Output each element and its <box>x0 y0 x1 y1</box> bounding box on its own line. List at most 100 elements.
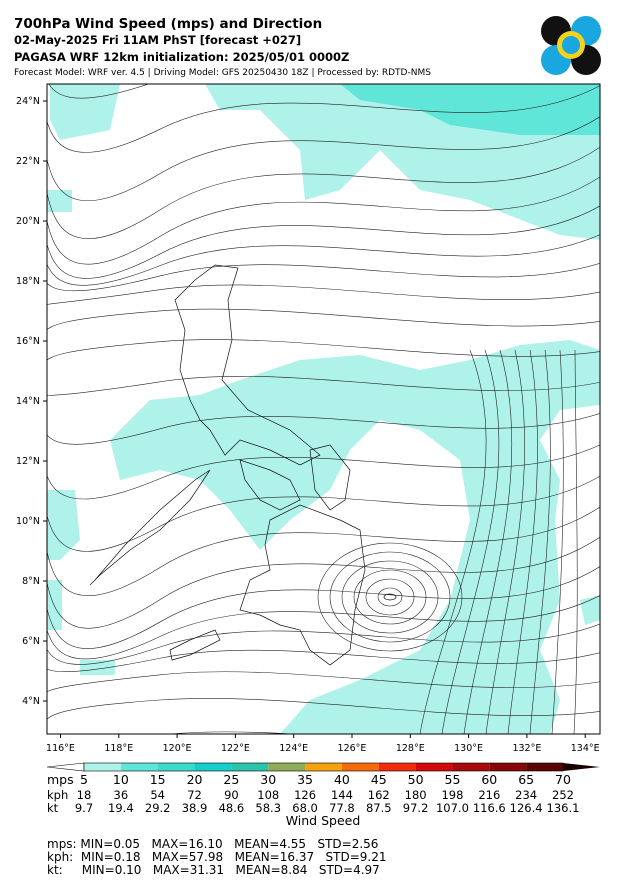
colorbar-segment <box>526 763 563 771</box>
streamline <box>377 587 403 607</box>
lon-label: 130°E <box>454 743 483 754</box>
streamline <box>47 649 600 672</box>
streamline <box>47 536 600 629</box>
streamline <box>47 375 600 396</box>
colorbar-label: 19.4 <box>108 801 134 815</box>
lat-label: 10°N <box>16 516 40 527</box>
streamline <box>47 176 600 265</box>
colorbar-row-name: kt <box>47 801 59 815</box>
colorbar-over <box>563 763 600 771</box>
colorbar-segment <box>452 763 490 771</box>
colorbar-segment <box>231 763 269 771</box>
colorbar: mps 5 10 15 20 25 30 35 40 45 50 55 60 65 70 kph 18 36 54 7… <box>46 762 600 815</box>
colorbar-label: 48.6 <box>219 801 245 815</box>
colorbar-label: 58.3 <box>255 801 281 815</box>
colorbar-label: 30 <box>260 772 276 787</box>
streamlines <box>47 84 600 734</box>
streamline <box>317 542 463 652</box>
colorbar-label: 38.9 <box>182 801 208 815</box>
streamline <box>507 349 538 734</box>
streamline <box>47 116 600 201</box>
colorbar-label: 25 <box>223 772 239 787</box>
lon-label: 116°E <box>46 743 75 754</box>
streamline <box>419 349 487 734</box>
statistics: mps: MIN=0.05 MAX=16.10 MEAN=4.55 STD=2.… <box>47 837 387 877</box>
wind-shading-strong <box>340 84 600 135</box>
colorbar-label: 55 <box>445 772 461 787</box>
colorbar-segment <box>489 763 527 771</box>
colorbar-label: 50 <box>408 772 424 787</box>
title: 700hPa Wind Speed (mps) and Direction <box>14 16 322 32</box>
lon-label: 134°E <box>571 743 600 754</box>
colorbar-label: 70 <box>555 772 571 787</box>
colorbar-label: 107.0 <box>436 801 469 815</box>
colorbar-segment <box>84 763 121 771</box>
coastline <box>89 264 397 666</box>
colorbar-label: 20 <box>187 772 203 787</box>
colorbar-segment <box>268 763 306 771</box>
axis-labels: 24°N 22°N 20°N 18°N 16°N 14°N 12°N 10°N 8°N 6°N 4°… <box>16 96 600 754</box>
streamline <box>47 85 600 153</box>
colorbar-label: 252 <box>552 788 574 802</box>
streamline <box>47 565 600 649</box>
colorbar-frame <box>83 762 564 772</box>
streamline <box>47 623 600 665</box>
colorbar-label: 97.2 <box>403 801 429 815</box>
colorbar-label: 40 <box>334 772 350 787</box>
subtitle: 02-May-2025 Fri 11AM PhST [forecast +027… <box>14 33 301 47</box>
subtitle: PAGASA WRF 12km initialization: 2025/05/… <box>14 50 349 64</box>
colorbar-label: 65 <box>518 772 534 787</box>
lat-label: 16°N <box>16 336 40 347</box>
colorbar-segment <box>341 763 379 771</box>
colorbar-label: 90 <box>224 788 239 802</box>
streamline <box>47 284 600 305</box>
lon-label: 124°E <box>279 743 308 754</box>
colorbar-title: Wind Speed <box>286 813 361 828</box>
colorbar-row-name: kph <box>47 788 68 802</box>
streamline <box>47 475 600 552</box>
streamline <box>47 594 600 660</box>
colorbar-label: 126 <box>294 788 316 802</box>
colorbar-label: 45 <box>371 772 387 787</box>
streamline <box>463 349 513 734</box>
colorbar-label: 162 <box>368 788 390 802</box>
streamline <box>365 578 415 616</box>
colorbar-label: 9.7 <box>75 801 93 815</box>
lat-label: 8°N <box>22 576 40 587</box>
streamline <box>353 569 427 625</box>
colorbar-label: 198 <box>441 788 463 802</box>
lat-label: 18°N <box>16 276 40 287</box>
colorbar-label: 68.0 <box>292 801 318 815</box>
streamline <box>329 551 451 643</box>
colorbar-segment <box>378 763 416 771</box>
lat-label: 22°N <box>16 156 40 167</box>
lon-label: 122°E <box>221 743 250 754</box>
colorbar-segment <box>305 763 342 771</box>
stat-line: kph: MIN=0.18 MAX=57.98 MEAN=16.37 STD=9… <box>47 850 387 864</box>
colorbar-label: 72 <box>187 788 202 802</box>
streamline <box>47 671 600 693</box>
colorbar-label: 180 <box>405 788 427 802</box>
map-area <box>47 84 600 734</box>
lat-label: 6°N <box>22 636 40 647</box>
streamline <box>341 560 439 634</box>
streamline <box>47 506 600 596</box>
colorbar-label: 35 <box>297 772 313 787</box>
colorbar-label: 77.8 <box>329 801 355 815</box>
colorbar-label: 87.5 <box>366 801 392 815</box>
colorbar-label: 234 <box>515 788 537 802</box>
lat-label: 24°N <box>16 96 40 107</box>
colorbar-label: 10 <box>113 772 129 787</box>
colorbar-label: 144 <box>331 788 353 802</box>
lon-label: 132°E <box>512 743 541 754</box>
streamline <box>441 349 500 734</box>
colorbar-label: 216 <box>478 788 500 802</box>
lon-label: 126°E <box>338 743 367 754</box>
streamline <box>47 308 600 331</box>
colorbar-segment <box>120 763 158 771</box>
lat-label: 12°N <box>16 456 40 467</box>
colorbar-label: 108 <box>257 788 279 802</box>
colorbar-segment <box>415 763 453 771</box>
colorbar-label: 5 <box>80 772 88 787</box>
